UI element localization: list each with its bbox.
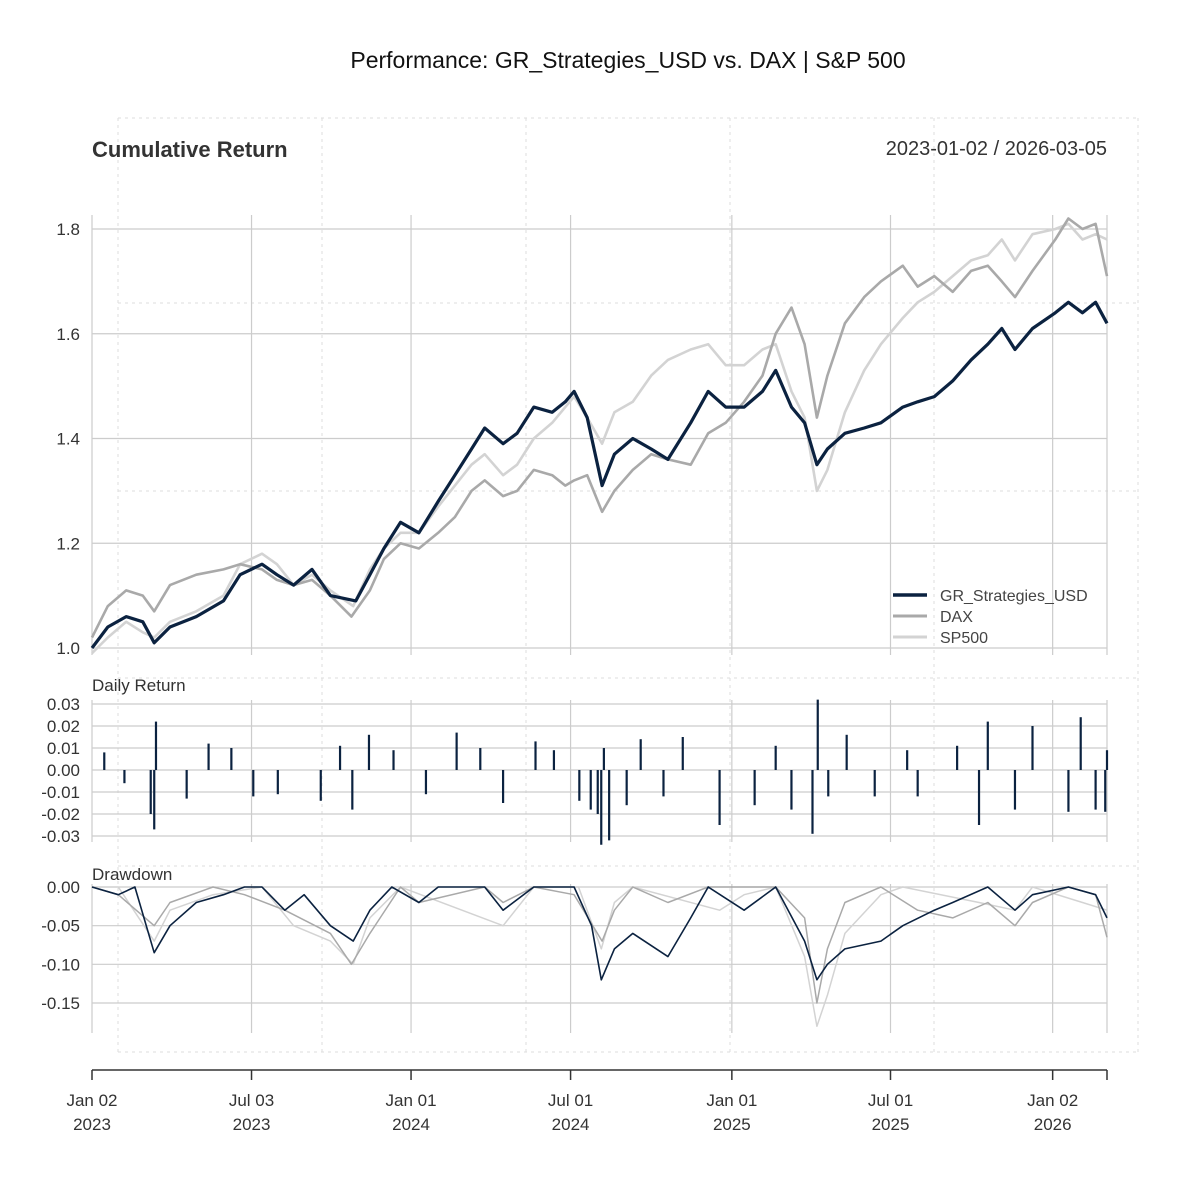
x-tick-year-0: 2023 [73, 1115, 111, 1134]
daily-return-title: Daily Return [92, 676, 186, 695]
x-tick-year-4: 2025 [713, 1115, 751, 1134]
y-tick-label-2-2: -0.10 [41, 955, 80, 974]
series-layer [90, 217, 1109, 1027]
x-tick-year-3: 2024 [552, 1115, 590, 1134]
x-tick-label-0: Jan 02 [66, 1091, 117, 1110]
y-tick-label-0-0: 1.0 [56, 639, 80, 658]
y-tick-label-2-0: 0.00 [47, 878, 80, 897]
legend-label-sp500: SP500 [940, 630, 988, 647]
axis-layer: 1.0 1.2 1.4 1.6 1.8 0.03 0.02 0.01 0.00 -0.01 -0.0… [41, 220, 1108, 1134]
y-tick-label-1-5: -0.02 [41, 805, 80, 824]
x-tick-label-6: Jan 02 [1027, 1091, 1078, 1110]
series-line-gr-strategies-usd [90, 300, 1109, 649]
x-tick-label-3: Jul 01 [548, 1091, 593, 1110]
x-tick-year-1: 2023 [233, 1115, 271, 1134]
y-tick-label-1-4: -0.01 [41, 783, 80, 802]
date-range-label: 2023-01-02 / 2026-03-05 [886, 138, 1107, 160]
y-tick-label-0-1: 1.2 [56, 534, 80, 553]
y-tick-label-1-1: 0.02 [47, 717, 80, 736]
x-tick-year-2: 2024 [392, 1115, 430, 1134]
outer-dotted-frame [117, 117, 1139, 1053]
x-tick-label-1: Jul 03 [229, 1091, 274, 1110]
drawdown-line-gr-strategies-usd [91, 886, 1108, 981]
y-tick-label-1-2: 0.01 [47, 739, 80, 758]
series-line-sp500 [91, 222, 1108, 655]
x-tick-year-6: 2026 [1034, 1115, 1072, 1134]
y-tick-label-0-2: 1.4 [56, 430, 80, 449]
y-tick-label-1-0: 0.03 [47, 695, 80, 714]
x-tick-label-5: Jul 01 [868, 1091, 913, 1110]
drawdown-line-dax [91, 886, 1108, 1004]
x-tick-label-2: Jan 01 [386, 1091, 437, 1110]
y-tick-label-2-1: -0.05 [41, 917, 80, 936]
series-line-dax [90, 217, 1109, 639]
grid-lines [91, 215, 1108, 1033]
chart-title: Performance: GR_Strategies_USD vs. DAX |… [350, 47, 905, 73]
legend-label-gr-strategies: GR_Strategies_USD [940, 588, 1088, 605]
y-tick-label-0-4: 1.8 [56, 220, 80, 239]
y-tick-label-1-6: -0.03 [41, 827, 80, 846]
legend: GR_Strategies_USD DAX SP500 [893, 588, 1088, 647]
y-tick-label-0-3: 1.6 [56, 325, 80, 344]
legend-label-dax: DAX [940, 609, 973, 626]
drawdown-title: Drawdown [92, 865, 172, 884]
cumulative-return-title: Cumulative Return [92, 137, 288, 162]
x-tick-label-4: Jan 01 [706, 1091, 757, 1110]
y-tick-label-2-3: -0.15 [41, 994, 80, 1013]
y-tick-label-1-3: 0.00 [47, 761, 80, 780]
x-tick-year-5: 2025 [872, 1115, 910, 1134]
